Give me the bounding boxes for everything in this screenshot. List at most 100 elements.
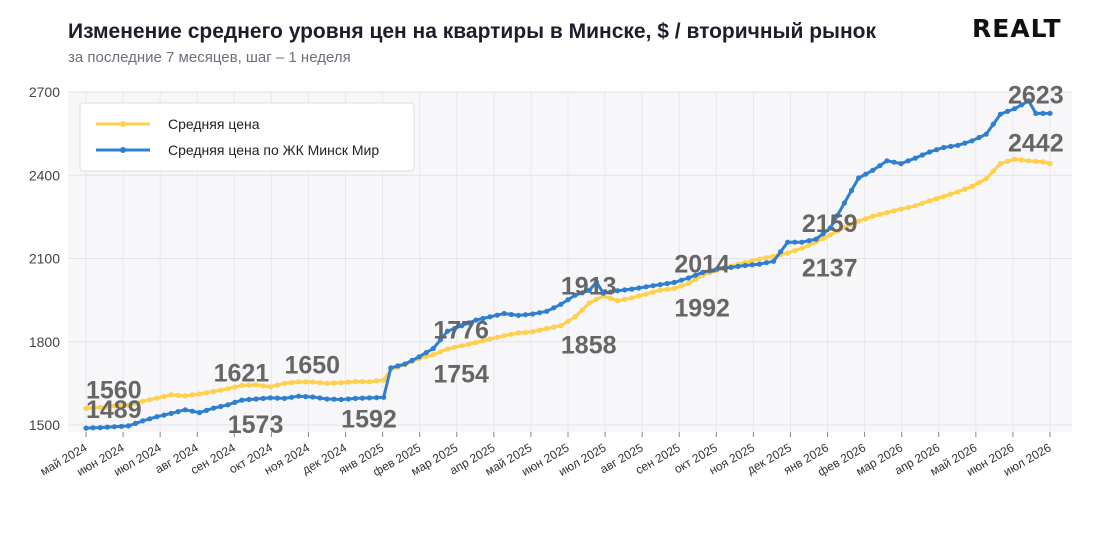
- data-point: [671, 285, 677, 292]
- data-point: [530, 329, 536, 335]
- data-point: [530, 311, 536, 317]
- data-point: [558, 301, 564, 307]
- data-point: [317, 380, 323, 386]
- data-point: [196, 410, 202, 416]
- data-point: [565, 318, 571, 324]
- data-point: [919, 200, 926, 206]
- data-label: 2623: [1008, 81, 1064, 109]
- data-point: [303, 379, 309, 385]
- data-point: [374, 378, 380, 384]
- data-point: [898, 161, 904, 167]
- data-point: [1026, 158, 1032, 164]
- data-point: [182, 393, 188, 399]
- data-point: [962, 140, 968, 146]
- data-point: [296, 393, 302, 399]
- data-point: [345, 396, 351, 402]
- data-point: [317, 395, 323, 401]
- data-point: [1012, 156, 1018, 162]
- data-label: 1913: [561, 272, 617, 300]
- data-point: [452, 344, 458, 350]
- data-point: [182, 407, 188, 413]
- data-point: [232, 384, 238, 390]
- data-point: [239, 397, 245, 403]
- data-point: [253, 382, 259, 388]
- data-point: [452, 325, 458, 332]
- data-point: [444, 328, 451, 334]
- data-point: [366, 379, 373, 385]
- legend-label: Средняя цена: [168, 116, 260, 132]
- data-point: [154, 414, 160, 420]
- data-point: [912, 155, 918, 161]
- data-point: [544, 325, 550, 332]
- data-point: [650, 289, 656, 295]
- data-point: [1012, 106, 1018, 112]
- data-point: [430, 352, 436, 358]
- data-point: [480, 315, 486, 322]
- data-point: [714, 266, 720, 272]
- data-point: [537, 310, 543, 316]
- data-point: [593, 279, 600, 285]
- data-point: [955, 142, 961, 148]
- data-point: [749, 262, 755, 268]
- data-point: [848, 221, 855, 227]
- y-tick-label: 2700: [29, 84, 60, 100]
- data-label: 1573: [228, 411, 284, 439]
- data-point: [756, 261, 763, 267]
- data-point: [296, 379, 302, 385]
- data-point: [211, 405, 217, 411]
- data-point: [551, 324, 557, 330]
- data-point: [1019, 157, 1025, 163]
- data-point: [260, 383, 266, 389]
- legend-box: [79, 102, 415, 172]
- data-point: [423, 353, 429, 360]
- data-point: [806, 238, 812, 244]
- data-point: [728, 264, 734, 270]
- data-point: [990, 121, 996, 127]
- data-point: [615, 298, 621, 304]
- data-point: [934, 147, 940, 153]
- data-point: [175, 392, 181, 398]
- data-point: [657, 282, 663, 288]
- data-point: [267, 395, 273, 401]
- data-point: [948, 191, 954, 197]
- data-point: [537, 327, 543, 333]
- data-point: [118, 423, 124, 429]
- data-point: [763, 255, 770, 261]
- data-label: 1592: [341, 406, 397, 434]
- data-point: [147, 416, 153, 422]
- data-point: [721, 265, 727, 271]
- data-point: [841, 200, 848, 206]
- data-point: [522, 329, 529, 335]
- data-point: [97, 425, 103, 431]
- data-point: [395, 363, 401, 369]
- data-point: [693, 276, 699, 282]
- data-point: [437, 349, 443, 355]
- data-point: [175, 409, 181, 415]
- data-point: [778, 249, 784, 255]
- data-point: [629, 286, 635, 292]
- data-point: [997, 111, 1004, 117]
- data-point: [848, 187, 855, 194]
- data-point: [125, 423, 132, 429]
- data-point: [430, 345, 436, 352]
- data-point: [473, 340, 479, 346]
- data-point: [494, 312, 500, 318]
- data-point: [926, 198, 933, 204]
- data-point: [83, 405, 89, 411]
- legend-marker: [120, 147, 126, 153]
- data-point: [97, 404, 103, 410]
- data-point: [891, 208, 897, 214]
- data-point: [359, 395, 365, 401]
- data-label: 1776: [433, 316, 489, 344]
- data-point: [622, 287, 628, 293]
- data-point: [168, 392, 174, 398]
- data-point: [1033, 110, 1039, 116]
- data-point: [664, 286, 670, 292]
- data-point: [260, 395, 266, 401]
- data-point: [90, 405, 96, 411]
- data-label: 1489: [86, 396, 142, 424]
- data-point: [636, 285, 642, 291]
- data-point: [969, 138, 975, 144]
- data-point: [629, 295, 635, 301]
